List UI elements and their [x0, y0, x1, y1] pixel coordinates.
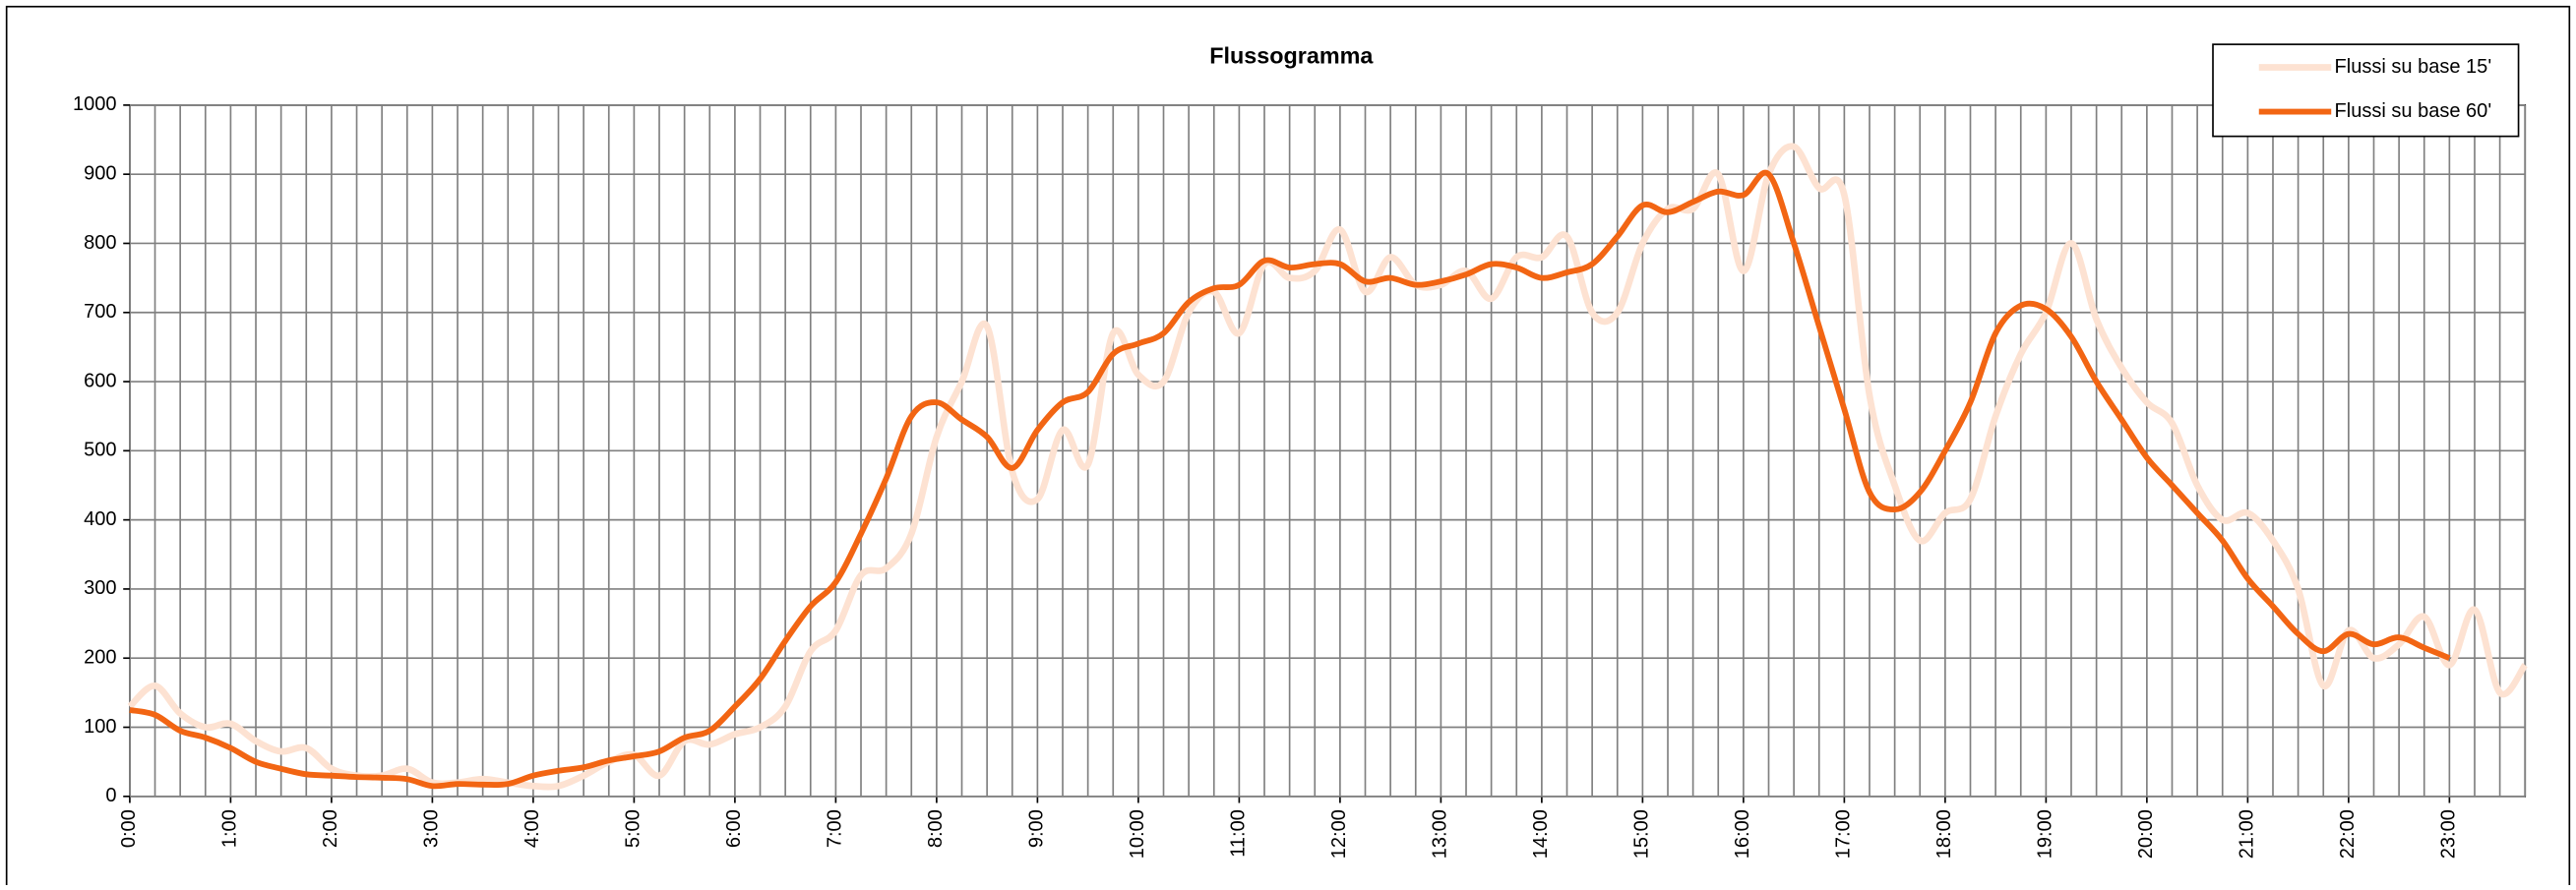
y-tick-label: 200 — [84, 647, 116, 669]
y-tick-label: 500 — [84, 440, 116, 461]
x-tick-label: 5:00 — [623, 809, 644, 848]
chart-title: Flussogramma — [1209, 43, 1374, 69]
x-tick-label: 23:00 — [2438, 809, 2460, 859]
legend-box — [2212, 43, 2520, 138]
x-tick-label: 14:00 — [1530, 809, 1552, 859]
x-tick-label: 6:00 — [723, 809, 745, 848]
x-tick-label: 15:00 — [1631, 809, 1653, 859]
y-tick-label: 700 — [84, 301, 116, 323]
y-tick-label: 400 — [84, 508, 116, 530]
x-tick-label: 2:00 — [320, 809, 341, 848]
series-line — [127, 143, 2528, 791]
x-tick-label: 22:00 — [2337, 809, 2359, 859]
x-tick-label: 9:00 — [1026, 809, 1048, 848]
x-tick-label: 4:00 — [521, 809, 543, 848]
x-tick-label: 8:00 — [925, 809, 947, 848]
x-tick-label: 0:00 — [118, 809, 140, 848]
legend: Flussi su base 15' Flussi su base 60' — [2212, 43, 2520, 138]
x-tick-label: 12:00 — [1328, 809, 1350, 859]
y-tick-label: 600 — [84, 370, 116, 391]
x-tick-label: 1:00 — [219, 809, 241, 848]
y-tick-label: 900 — [84, 162, 116, 184]
x-tick-label: 13:00 — [1430, 809, 1451, 859]
x-tick-label: 7:00 — [825, 809, 846, 848]
y-tick-label: 300 — [84, 577, 116, 599]
series-line — [129, 169, 2451, 790]
y-tick-label: 0 — [105, 785, 116, 806]
y-tick-label: 1000 — [73, 93, 117, 115]
x-tick-label: 18:00 — [1933, 809, 1955, 859]
legend-label: Flussi su base 60' — [2335, 100, 2492, 122]
x-tick-label: 20:00 — [2135, 809, 2157, 859]
x-tick-label: 11:00 — [1228, 809, 1250, 858]
y-tick-label: 100 — [84, 716, 116, 738]
x-tick-label: 19:00 — [2035, 809, 2056, 859]
y-tick-label: 800 — [84, 232, 116, 254]
x-tick-label: 17:00 — [1833, 809, 1855, 859]
x-tick-label: 3:00 — [421, 809, 443, 848]
x-tick-label: 21:00 — [2237, 809, 2258, 859]
legend-label: Flussi su base 15' — [2335, 56, 2492, 78]
x-tick-label: 16:00 — [1732, 809, 1753, 859]
x-tick-label: 10:00 — [1127, 809, 1148, 859]
